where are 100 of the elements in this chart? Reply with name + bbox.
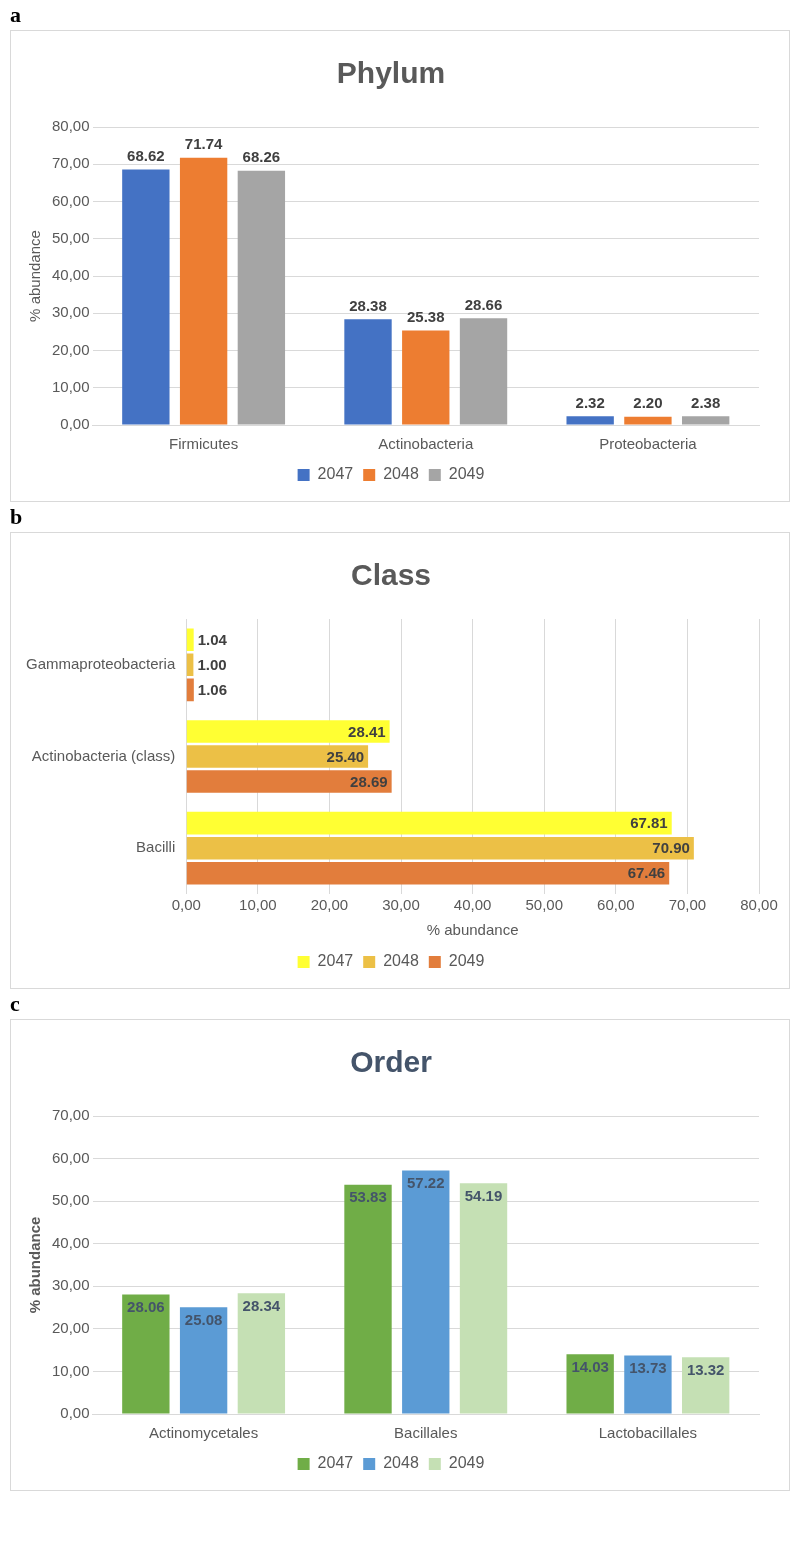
bar	[624, 1355, 672, 1414]
x-tick-label: 50,00	[525, 896, 563, 914]
x-tick-label: 0,00	[171, 896, 201, 914]
data-label: 53.83	[349, 1188, 387, 1206]
x-tick-label: Firmicutes	[169, 435, 239, 453]
data-label: 13.32	[686, 1360, 725, 1378]
bar	[186, 678, 194, 702]
bar	[186, 770, 392, 793]
y-axis-title: % abundance	[26, 230, 44, 322]
data-label: 68.26	[242, 148, 281, 166]
y-tick-label: 70,00	[51, 154, 90, 172]
data-label: 28.34	[242, 1296, 281, 1314]
x-tick-label: 60,00	[597, 896, 635, 914]
y-tick-label: 20,00	[51, 340, 90, 358]
x-tick-label: 20,00	[310, 896, 349, 914]
x-tick-label: Bacillales	[394, 1424, 458, 1442]
x-tick-label: Actinobacteria	[378, 435, 474, 453]
data-label: 54.19	[464, 1186, 503, 1204]
data-label: 1.00	[197, 655, 227, 673]
y-tick-label: 10,00	[51, 1361, 90, 1379]
bar	[179, 157, 228, 425]
data-label: 70.90	[652, 839, 690, 857]
text: b	[9, 503, 24, 531]
y-tick-label: 20,00	[51, 1319, 90, 1336]
y-tick-label: 60,00	[51, 1148, 90, 1166]
bar	[624, 416, 672, 425]
data-label: 28.38	[349, 296, 387, 314]
data-label: 57.22	[406, 1174, 445, 1192]
data-label: 13.73	[629, 1359, 667, 1377]
y-tick-label: 30,00	[51, 303, 90, 321]
y-tick-label: 0,00	[60, 1404, 90, 1422]
data-label: 2.20	[633, 394, 663, 412]
y-tick-label: 40,00	[51, 1233, 90, 1251]
bar	[682, 1357, 730, 1414]
y-tick-label: 30,00	[51, 1276, 90, 1294]
y-tick-label: 50,00	[51, 1191, 90, 1209]
data-label: 25.08	[184, 1310, 223, 1328]
x-tick-label: 80,00	[740, 896, 778, 914]
bar	[237, 170, 286, 425]
x-tick-label: Proteobacteria	[599, 435, 698, 453]
data-label: 28.66	[464, 295, 503, 313]
data-label: 25.40	[326, 747, 365, 765]
legend-label: 2048	[383, 952, 419, 970]
x-axis-title: % abundance	[426, 921, 519, 939]
bar	[344, 1184, 392, 1414]
bar	[186, 720, 390, 743]
x-tick-label: 40,00	[453, 896, 492, 914]
bar	[186, 628, 194, 652]
data-label: 1.06	[197, 681, 228, 699]
legend-label: 2048	[383, 465, 419, 483]
legend-label: 2048	[383, 1454, 419, 1472]
y-axis-title: % abundance	[26, 1216, 44, 1314]
data-label: 67.81	[630, 814, 668, 832]
bar	[459, 318, 508, 425]
bar	[344, 319, 392, 425]
y-tick-label: 80,00	[51, 117, 90, 135]
chart-title: Class	[350, 558, 432, 592]
chart-title: Order	[350, 1045, 433, 1079]
x-tick-label: Lactobacillales	[598, 1424, 698, 1442]
y-tick-label: 40,00	[51, 266, 90, 284]
bar	[122, 1294, 170, 1414]
data-label: 28.06	[127, 1298, 165, 1316]
data-label: 2.38	[691, 393, 721, 411]
legend-label: 2049	[448, 1454, 485, 1472]
bar	[402, 1170, 450, 1414]
text: c	[9, 990, 21, 1018]
text: a	[9, 1, 22, 29]
data-label: 28.41	[348, 722, 386, 740]
data-label: 67.46	[627, 864, 666, 882]
legend-label: 2047	[317, 1454, 354, 1472]
bar	[186, 745, 369, 768]
bar	[566, 1354, 614, 1414]
y-tick-label: 60,00	[51, 191, 90, 209]
y-tick-label: Gammaproteobacteria	[25, 654, 176, 672]
data-label: 1.04	[197, 630, 228, 648]
bar	[179, 1307, 228, 1414]
legend-label: 2047	[317, 952, 354, 970]
y-tick-label: Bacilli	[136, 838, 176, 856]
bar	[682, 416, 730, 425]
chart-title: Phylum	[336, 56, 446, 90]
data-label: 71.74	[184, 135, 224, 153]
x-tick-label: 70,00	[668, 896, 707, 914]
bar	[402, 330, 450, 425]
y-tick-label: 0,00	[60, 415, 90, 433]
bar	[459, 1183, 508, 1414]
data-label: 14.03	[571, 1357, 609, 1375]
bar	[186, 836, 694, 860]
legend-label: 2047	[317, 465, 354, 483]
bar	[122, 169, 170, 425]
bar	[237, 1293, 286, 1414]
x-tick-label: Actinomycetales	[149, 1424, 259, 1442]
data-label: 28.69	[350, 772, 388, 790]
bar	[566, 416, 614, 425]
y-tick-label: Actinobacteria (class)	[31, 746, 176, 764]
x-tick-label: 30,00	[382, 896, 420, 914]
bar	[186, 811, 672, 835]
y-tick-label: 50,00	[51, 228, 90, 246]
data-label: 2.32	[575, 394, 605, 411]
y-tick-label: 70,00	[51, 1106, 90, 1124]
data-label: 68.62	[127, 147, 165, 165]
